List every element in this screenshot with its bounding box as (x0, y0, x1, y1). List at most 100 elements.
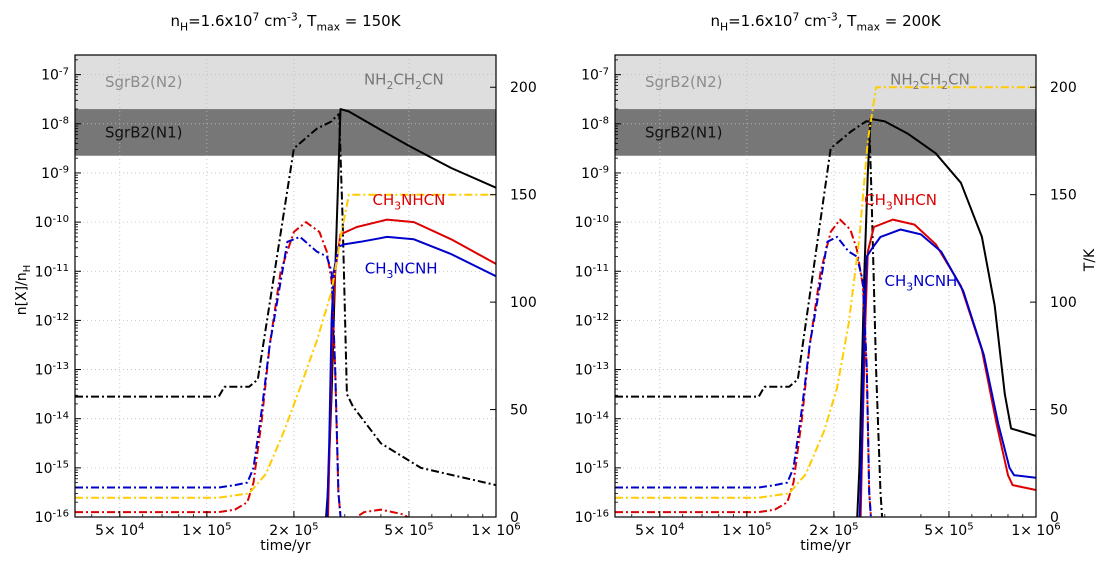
series-line-2 (75, 113, 496, 487)
species-label: CH3NCNH (885, 272, 958, 294)
right-tick-label: 0 (510, 510, 519, 526)
y-tick-label: 10-12 (575, 312, 609, 329)
right-tick-label: 150 (510, 188, 537, 204)
text-part: 1× (471, 523, 496, 539)
y-tick-label: 10-13 (575, 361, 609, 378)
chart-panel-1: SgrB2(N2)SgrB2(N1)10-1610-1510-1410-1310… (14, 10, 537, 554)
right-tick-label: 200 (510, 80, 537, 96)
x-axis-label: time/yr (800, 538, 851, 554)
text-part: 10 (496, 523, 514, 539)
text-part: 10 (207, 523, 225, 539)
series-line-2 (615, 120, 884, 517)
text-part: -13 (593, 361, 610, 372)
text-part: CH (373, 191, 395, 209)
text-part: 10 (575, 363, 593, 379)
text-part: CH (864, 191, 886, 209)
text-part: 10 (581, 117, 599, 133)
series-line-6 (326, 235, 496, 517)
text-part: H (720, 21, 728, 34)
y-tick-label: 10-9 (41, 165, 69, 182)
band-label: SgrB2(N1) (105, 123, 183, 141)
species-label: NH2CH2CN (890, 70, 970, 92)
text-part: 5 (852, 522, 858, 533)
text-part: max (316, 21, 340, 34)
text-part: 1× (1011, 523, 1036, 539)
text-part: 5× (635, 523, 660, 539)
text-part: 3 (387, 268, 394, 281)
text-part: -3 (287, 10, 298, 23)
text-part: =1.6x10 (188, 12, 252, 30)
series-line-6 (858, 228, 1036, 517)
text-part: 7 (252, 10, 259, 23)
text-part: 6 (1054, 522, 1060, 533)
y-tick-label: 10-12 (35, 312, 69, 329)
text-part: -7 (59, 66, 69, 77)
text-part: 10 (747, 523, 765, 539)
text-part: -10 (593, 214, 610, 225)
right-tick-label: 100 (1050, 295, 1077, 311)
series-line-1 (325, 108, 496, 517)
text-part: 5 (967, 522, 973, 533)
text-part: 10 (35, 363, 53, 379)
text-part: 10 (35, 313, 53, 329)
text-part: 10 (35, 461, 53, 477)
species-label: NH2CH2CN (364, 70, 444, 92)
text-part: , T (838, 12, 858, 30)
band-label: SgrB2(N1) (645, 123, 723, 141)
series-line-7 (615, 86, 1036, 499)
text-part: NCNH (913, 272, 957, 290)
right-tick-label: 0 (1050, 510, 1059, 526)
text-part: -11 (593, 263, 610, 274)
text-part: CH (885, 272, 907, 290)
text-part: 2 (941, 79, 948, 92)
y-tick-label: 10-16 (35, 509, 69, 526)
y-tick-label: 10-14 (35, 410, 69, 427)
text-part: 10 (41, 166, 59, 182)
band-0 (615, 55, 1036, 110)
text-part: cm (799, 12, 827, 30)
right-tick-label: 50 (1050, 403, 1068, 419)
text-part: -13 (53, 361, 70, 372)
text-part: , T (298, 12, 318, 30)
text-part: -9 (599, 165, 609, 176)
x-tick-label: 5× 104 (95, 522, 144, 539)
text-part: 2× (809, 523, 834, 539)
band-label: SgrB2(N2) (105, 73, 183, 91)
series-line-3 (615, 218, 872, 517)
text-part: 10 (120, 523, 138, 539)
text-part: NHCN (893, 191, 937, 209)
y-axis-label: n[X]/nH (14, 265, 33, 316)
text-part: cm (259, 12, 287, 30)
text-part: 10 (575, 313, 593, 329)
text-part: -14 (593, 410, 610, 421)
text-part: 10 (1036, 523, 1054, 539)
text-part: max (856, 21, 880, 34)
chart-title: nH=1.6x107 cm-3, Tmax = 200K (710, 10, 941, 33)
series-line-3 (75, 221, 409, 517)
y-tick-label: 10-8 (581, 115, 609, 132)
right-tick-label: 200 (1050, 80, 1077, 96)
band-1 (615, 109, 1036, 156)
text-part: CH (920, 70, 942, 88)
text-part: 5 (765, 522, 771, 533)
text-part: 10 (575, 510, 593, 526)
text-part: 10 (575, 412, 593, 428)
right-tick-label: 150 (1050, 188, 1077, 204)
text-part: 7 (792, 10, 799, 23)
series-group (615, 86, 1036, 517)
text-part: = 150K (340, 12, 402, 30)
text-part: 4 (138, 522, 144, 533)
text-part: 5 (312, 522, 318, 533)
text-part: 10 (575, 461, 593, 477)
species-label: CH3NCNH (365, 260, 438, 282)
y-tick-label: 10-7 (41, 66, 69, 83)
series-line-7 (75, 193, 496, 499)
text-part: 5 (225, 522, 231, 533)
text-part: -12 (593, 312, 610, 323)
y-tick-label: 10-14 (575, 410, 609, 427)
text-part: -8 (599, 115, 609, 126)
right-tick-label: 50 (510, 403, 528, 419)
text-part: CN (422, 70, 444, 88)
text-part: -14 (53, 410, 70, 421)
text-part: -7 (599, 66, 609, 77)
